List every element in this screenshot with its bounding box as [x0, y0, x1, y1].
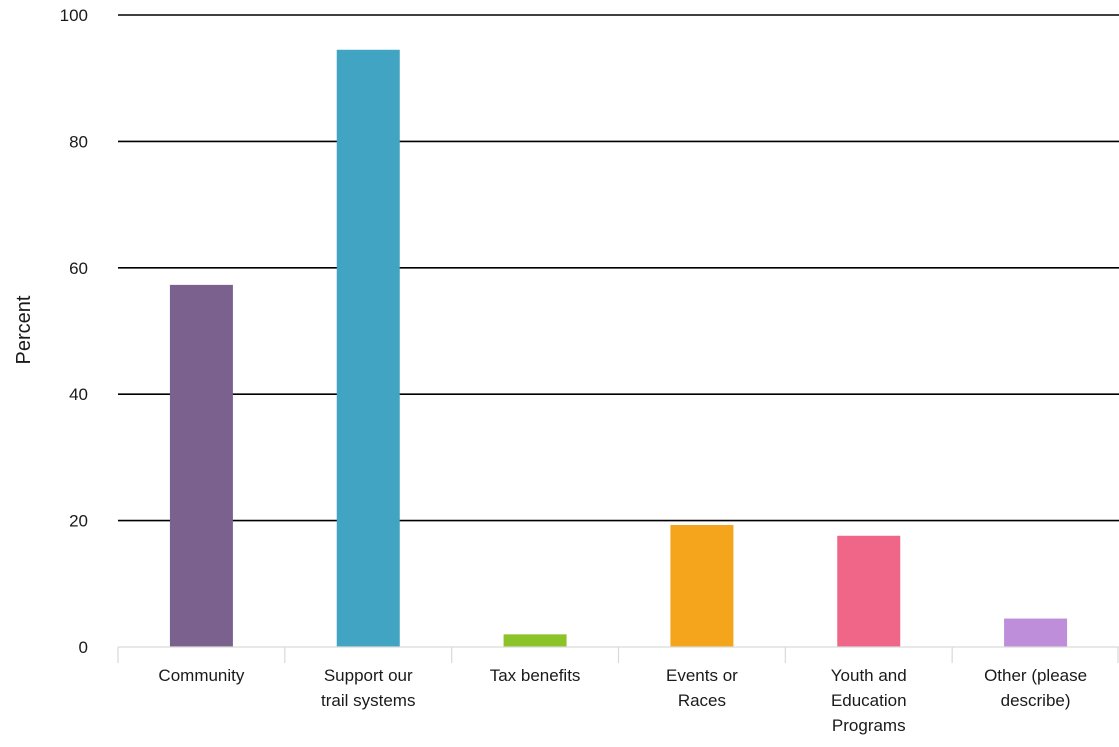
- x-category-label-line: Other (please: [984, 666, 1087, 685]
- x-axis-category-labels: Community Support our trail systems Tax ben…: [158, 666, 1087, 735]
- y-tick-label: 20: [69, 512, 88, 531]
- bars: [169, 49, 1068, 647]
- y-axis-title: Percent: [13, 295, 35, 364]
- y-tick-label: 40: [69, 385, 88, 404]
- bar: [1004, 618, 1068, 647]
- x-axis: [117, 646, 1119, 663]
- x-category-label: Support our trail systems: [321, 666, 415, 710]
- bar: [670, 525, 734, 647]
- x-category-label-line: Tax benefits: [490, 666, 581, 685]
- x-category-label-line: Youth and: [831, 666, 907, 685]
- x-category-label: Tax benefits: [490, 666, 581, 685]
- y-tick-label: 0: [79, 638, 88, 657]
- bar: [336, 49, 400, 647]
- y-tick-label: 60: [69, 259, 88, 278]
- x-category-label-line: Races: [678, 691, 726, 710]
- bar: [169, 284, 233, 647]
- gridlines: [118, 14, 1119, 522]
- x-category-label: Community: [158, 666, 244, 685]
- x-category-label-line: Community: [158, 666, 244, 685]
- x-category-label: Events or Races: [666, 666, 738, 710]
- bar: [503, 634, 567, 647]
- x-category-label-line: Education: [831, 691, 907, 710]
- y-axis-ticks: 0 20 40 60 80 100: [60, 6, 88, 657]
- x-category-label-line: describe): [1001, 691, 1071, 710]
- x-category-label-line: trail systems: [321, 691, 415, 710]
- x-category-label: Youth and Education Programs: [831, 666, 907, 735]
- bar: [837, 535, 901, 647]
- x-category-label-line: Support our: [324, 666, 413, 685]
- x-category-label-line: Events or: [666, 666, 738, 685]
- y-tick-label: 80: [69, 132, 88, 151]
- y-tick-label: 100: [60, 6, 88, 25]
- x-category-label-line: Programs: [832, 716, 906, 735]
- x-category-label: Other (please describe): [984, 666, 1087, 710]
